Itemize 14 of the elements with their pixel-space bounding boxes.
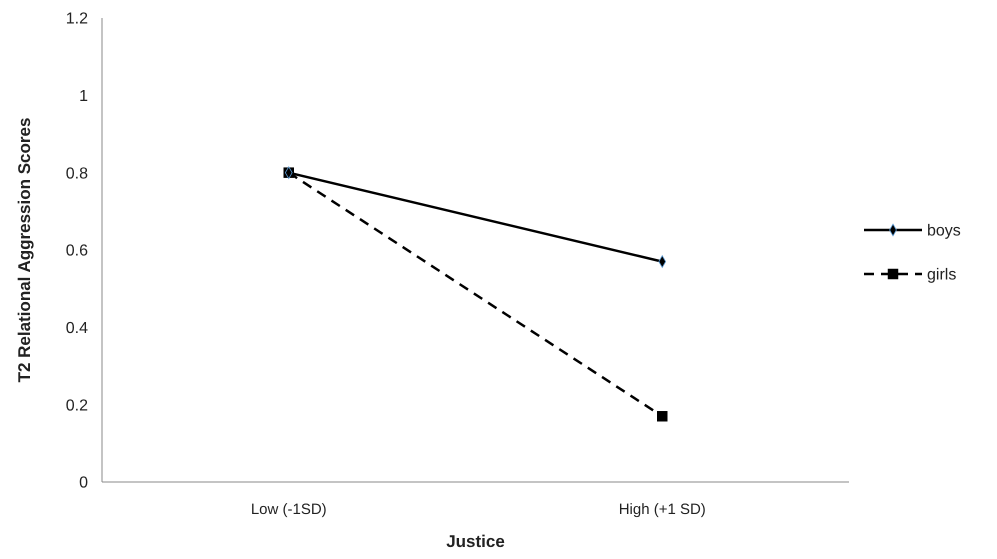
legend-label: girls (927, 266, 956, 284)
y-tick-label: 0 (79, 474, 88, 492)
x-axis-title: Justice (446, 532, 505, 551)
x-tick-label: Low (-1SD) (250, 501, 327, 518)
y-tick-label: 1 (79, 88, 88, 105)
y-tick-label: 1.2 (66, 10, 88, 28)
y-axis-title: T2 Relational Aggression Scores (15, 118, 34, 382)
y-tick-label: 0.4 (66, 320, 88, 337)
x-tick-label: High (+1 SD) (618, 501, 706, 518)
y-tick-label: 0.2 (66, 397, 88, 414)
point (657, 411, 668, 422)
y-tick-label: 0.6 (66, 242, 88, 260)
y-tick-label: 0.8 (66, 165, 88, 182)
legend-label: boys (927, 222, 961, 240)
